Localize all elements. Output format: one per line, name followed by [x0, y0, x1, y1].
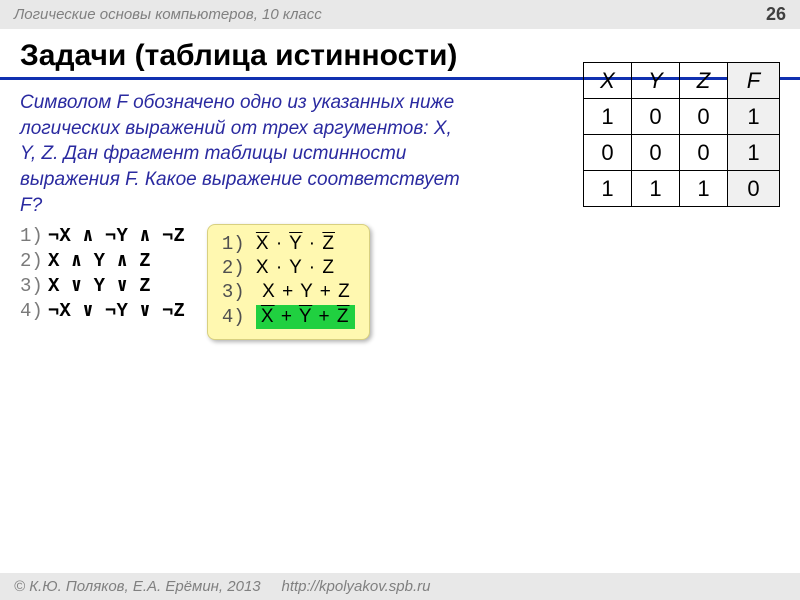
opt1: ¬X ∧ ¬Y ∧ ¬Z: [48, 225, 185, 247]
alt-num-4: 4): [222, 306, 256, 328]
alt-expr-4-highlight: X + Y + Z: [256, 305, 355, 329]
copyright: © К.Ю. Поляков, Е.А. Ерёмин, 2013: [14, 578, 261, 595]
page-number: 26: [766, 4, 786, 25]
slide-header: Логические основы компьютеров, 10 класс …: [0, 0, 800, 29]
options-alt-box: 1) X · Y · Z 2) X · Y · Z 3) X + Y + Z 4…: [207, 224, 370, 340]
opt2: X ∧ Y ∧ Z: [48, 250, 151, 272]
alt-expr-2: X · Y · Z: [256, 257, 335, 279]
alt-num-3: 3): [222, 281, 256, 303]
course-name: Логические основы компьютеров, 10 класс: [14, 6, 322, 23]
alt-num-2: 2): [222, 257, 256, 279]
alt-num-1: 1): [222, 233, 256, 255]
options-left: 1)¬X ∧ ¬Y ∧ ¬Z 2)X ∧ Y ∧ Z 3)X ∨ Y ∨ Z 4…: [20, 224, 185, 324]
opt4: ¬X ∨ ¬Y ∨ ¬Z: [48, 300, 185, 322]
footer-url: http://kpolyakov.spb.ru: [281, 578, 430, 595]
slide-footer: © К.Ю. Поляков, Е.А. Ерёмин, 2013 http:/…: [0, 573, 800, 600]
options-row: 1) ¬X ∧ ¬Y ∧ ¬Z 2) X ∧ Y ∧ Z 3) X ∨ Y ∨ Z 4…: [20, 224, 780, 340]
alt-expr-3: X + Y + Z: [256, 281, 351, 303]
content-area: Символом F обозначено одно из указанных …: [0, 80, 800, 340]
problem-text: Символом F обозначено одно из указанных …: [20, 90, 460, 218]
opt3: X ∨ Y ∨ Z: [48, 275, 151, 297]
alt-expr-1: X · Y · Z: [256, 233, 335, 255]
